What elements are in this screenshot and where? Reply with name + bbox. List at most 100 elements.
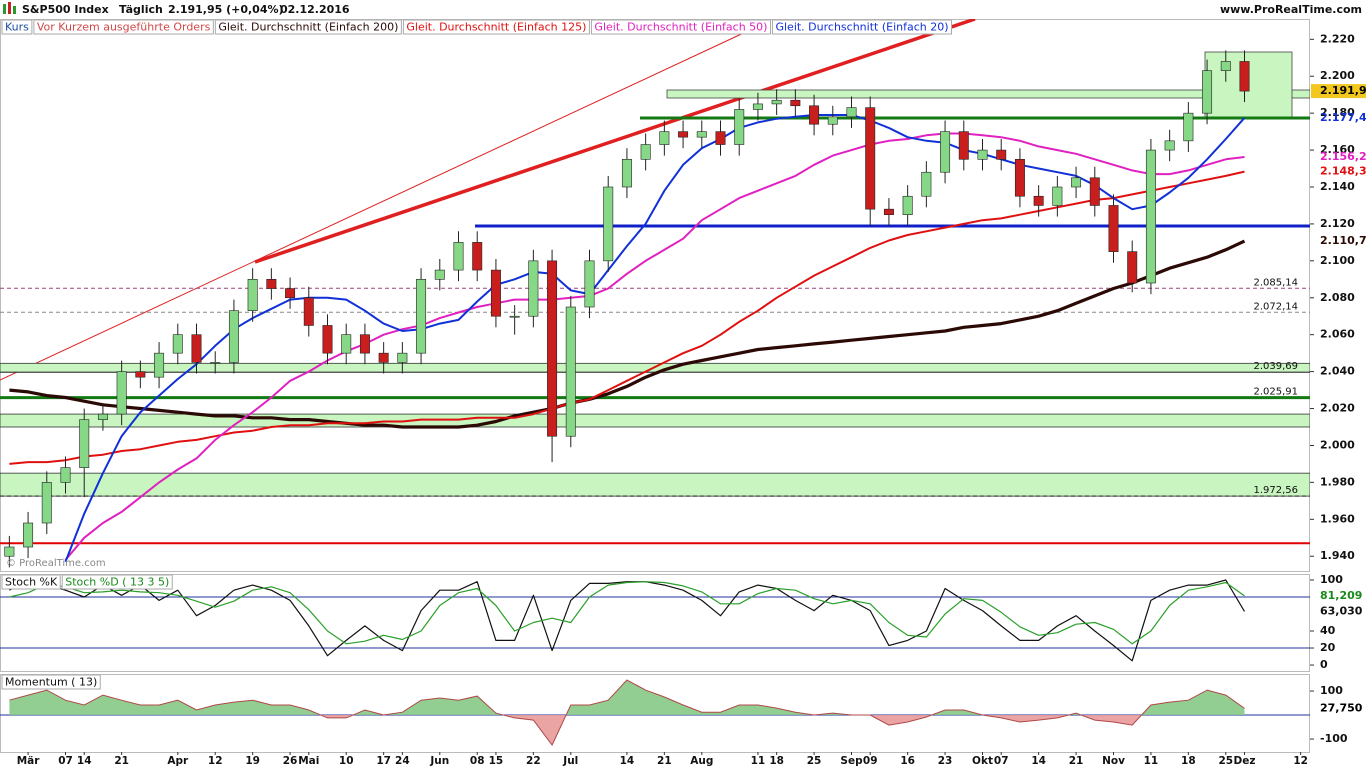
zone [0,472,1310,497]
candle-body [1145,149,1156,284]
legend-box [33,19,214,35]
legend-item[interactable]: Stoch %K [5,576,58,589]
level-label: 2.025,91 [1253,387,1298,398]
x-tick-label: 24 [395,755,410,767]
y-tick-label: 40 [1320,624,1336,637]
candle-body [135,371,146,378]
legend-item[interactable]: Momentum ( 13) [5,676,97,689]
x-tick-label: 12 [1293,755,1308,767]
x-tick-label: 23 [938,755,953,767]
last-value-label: 2.191,95 [1320,84,1366,97]
x-tick-label: 21 [1069,755,1084,767]
x-tick-label: 10 [339,755,354,767]
x-tick-label: Sep [840,755,863,767]
candle-body [1127,251,1138,284]
candle-body [771,99,782,105]
y-tick-label: 2.020 [1320,402,1355,415]
x-tick-label: 26 [283,755,298,767]
candle-body [827,116,838,125]
period: Täglich [119,3,163,16]
candle-body [154,352,165,378]
legend-item[interactable]: Gleit. Durchschnitt (Einfach 20) [775,21,948,34]
x-tick-label: 11 [1144,755,1159,767]
last-value-label: 2.148,34 [1320,165,1366,178]
y-tick-label: 2.040 [1320,365,1355,378]
candle-body [4,546,15,557]
candle-body [1052,186,1063,206]
last-value-label: 27,750 [1320,701,1363,714]
x-tick-label: 25 [1218,755,1233,767]
candle-body [1183,112,1194,142]
y-tick-label: 1.980 [1320,475,1355,488]
legend-box [214,19,402,35]
legend-item[interactable]: Kurs [5,21,29,34]
x-tick-label: 07 [58,755,73,767]
candle-body [210,362,221,364]
candle-body [1014,159,1025,197]
x-tick-label: 09 [863,755,878,767]
y-tick-label: -100 [1320,732,1348,745]
candle-body [640,144,651,160]
legend-box [402,19,590,35]
y-tick-label: 0 [1320,658,1328,671]
instrument-name: S&P500 Index [22,3,109,16]
x-tick-label: Aug [690,755,713,767]
candle-body [621,159,632,188]
last-value-label: 2.156,25 [1320,150,1366,163]
area-negative [9,715,1245,745]
candle-body [434,269,445,280]
legend-box [590,19,771,35]
level-label: 2.039,69 [1253,361,1298,372]
y-tick-label: 20 [1320,641,1336,654]
candle-body [865,107,876,210]
overlay: 2.220 2.200 2.180 2.160 2.140 2.120 2.100 2.080… [1,19,1366,767]
trend-line-thin [0,29,751,381]
x-tick-label: Apr [167,755,189,767]
level-label: 2.085,14 [1253,277,1298,288]
indicator-line [9,579,1246,662]
level-label: 1.972,56 [1253,485,1298,496]
x-tick-label: 14 [620,755,635,767]
legend-item[interactable]: Gleit. Durchschnitt (Einfach 200) [218,21,398,34]
candle-body [303,297,314,326]
x-tick-label: Okt [972,755,993,767]
candle-body [902,195,913,215]
x-tick-label: 18 [1181,755,1196,767]
legend-box [61,574,173,590]
candle-body [1089,177,1100,206]
header-bar [0,0,1366,19]
x-tick-label: Jul [562,755,578,767]
zone [0,413,1310,428]
candle-body [734,109,745,145]
candle-body [996,149,1007,160]
x-tick-label: 12 [208,755,223,767]
candle-body [509,315,520,318]
site-link[interactable]: www.ProRealTime.com [1220,3,1362,16]
last-value-label: 2.177,47 [1320,111,1366,124]
candle-body [453,242,464,271]
candle-body [228,310,239,363]
y-tick-label: 2.100 [1320,254,1355,267]
candle-body [378,352,389,363]
quote: 2.191,95 (+0,04%) [168,3,284,16]
legend-item[interactable]: Gleit. Durchschnitt (Einfach 125) [406,21,586,34]
y-tick-label: 2.160 [1320,143,1355,156]
candle-body [790,99,801,107]
candle-body [1071,177,1082,188]
candle-body [191,334,202,363]
candle-body [341,334,352,354]
x-tick-label: 16 [900,755,915,767]
legend-item[interactable]: Stoch %D ( 13 3 5) [65,576,169,589]
x-tick-label: 14 [77,755,92,767]
y-tick-label: 100 [1320,573,1343,586]
candle-body [584,260,595,308]
legend-item[interactable]: Vor Kurzem ausgeführte Orders [37,21,211,34]
legend-box [1,19,33,35]
last-value-label: 63,030 [1320,604,1363,617]
candle-body [921,171,932,197]
x-tick-label: 15 [489,755,504,767]
x-tick-label: Dez [1234,755,1256,767]
x-tick-label: 21 [114,755,129,767]
legend-item[interactable]: Gleit. Durchschnitt (Einfach 50) [594,21,767,34]
candle-body [322,325,333,354]
